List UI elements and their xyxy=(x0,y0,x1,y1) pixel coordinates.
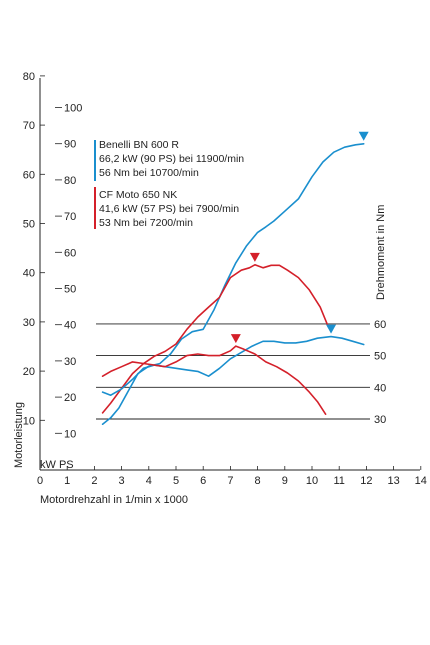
ps-tick-label-80: 80 xyxy=(64,175,76,187)
series-cfmoto-power_kw xyxy=(101,263,330,414)
kw-tick-label-40: 40 xyxy=(23,268,35,280)
peak-marker-cfmoto-torque_nm xyxy=(230,334,241,344)
x-tick-label-13: 13 xyxy=(387,475,399,487)
ps-tick-label-20: 20 xyxy=(64,392,76,404)
x-tick-label-11: 11 xyxy=(333,475,344,487)
x-tick-label-14: 14 xyxy=(415,475,427,487)
legend-text-benelli-2: 56 Nm bei 10700/min xyxy=(99,167,199,179)
ps-tick-label-30: 30 xyxy=(64,356,76,368)
ps-tick-label-90: 90 xyxy=(64,139,76,151)
kw-tick-label-10: 10 xyxy=(23,415,35,427)
torque-grid xyxy=(96,323,370,420)
legend-text-benelli-0: Benelli BN 600 R xyxy=(99,139,179,151)
kw-tick-label-80: 80 xyxy=(23,71,35,83)
series-cfmoto-torque_nm xyxy=(101,345,327,416)
ps-tick-label-70: 70 xyxy=(64,211,76,223)
y-axis-title-torque: Drehmoment in Nm xyxy=(375,205,387,300)
kw-tick-label-70: 70 xyxy=(23,120,35,132)
tick-labels: 0 1 2 3 4 5 6 7 8 9 10 11 12 13 1410203040506070801020… xyxy=(23,71,427,487)
x-tick-label-0: 0 xyxy=(37,475,43,487)
unit-label: kW PS xyxy=(40,459,74,471)
torque-tick-label-50: 50 xyxy=(374,351,386,363)
x-tick-label-9: 9 xyxy=(282,475,288,487)
x-tick-label-2: 2 xyxy=(91,475,97,487)
x-tick-label-4: 4 xyxy=(146,475,152,487)
ps-tick-label-10: 10 xyxy=(64,428,76,440)
torque-tick-label-30: 30 xyxy=(374,414,386,426)
x-tick-label-6: 6 xyxy=(200,475,206,487)
series-lines xyxy=(101,143,365,426)
x-tick-label-8: 8 xyxy=(255,475,261,487)
kw-tick-label-60: 60 xyxy=(23,169,35,181)
ps-tick-label-50: 50 xyxy=(64,284,76,296)
series-benelli-power_kw xyxy=(101,143,365,426)
legend-text-cfmoto-2: 53 Nm bei 7200/min xyxy=(99,217,193,229)
x-tick-label-1: 1 xyxy=(64,475,70,487)
legend: Benelli BN 600 R 66,2 kW (90 PS) bei 1190… xyxy=(94,139,244,229)
x-tick-label-7: 7 xyxy=(227,475,233,487)
x-axis-title: Motordrehzahl in 1/min x 1000 xyxy=(40,494,188,506)
peak-marker-benelli-torque_nm xyxy=(326,324,337,334)
ps-tick-label-100: 100 xyxy=(64,103,82,115)
x-tick-label-12: 12 xyxy=(360,475,372,487)
kw-tick-label-20: 20 xyxy=(23,366,35,378)
y-axis-title-power: Motorleistung xyxy=(13,402,25,468)
ps-tick-label-40: 40 xyxy=(64,320,76,332)
peak-marker-cfmoto-power_kw xyxy=(249,252,260,262)
kw-tick-label-50: 50 xyxy=(23,219,35,231)
axes xyxy=(39,75,422,471)
peak-markers xyxy=(230,131,369,344)
torque-tick-label-60: 60 xyxy=(374,319,386,331)
ps-tick-label-60: 60 xyxy=(64,247,76,259)
x-tick-label-3: 3 xyxy=(119,475,125,487)
x-tick-label-10: 10 xyxy=(306,475,318,487)
kw-tick-label-30: 30 xyxy=(23,317,35,329)
series-benelli-torque_nm xyxy=(101,335,365,397)
x-tick-label-5: 5 xyxy=(173,475,179,487)
peak-marker-benelli-power_kw xyxy=(358,131,369,141)
legend-text-cfmoto-0: CF Moto 650 NK xyxy=(99,189,177,201)
legend-text-benelli-1: 66,2 kW (90 PS) bei 11900/min xyxy=(99,153,244,165)
torque-tick-label-40: 40 xyxy=(374,382,386,394)
legend-text-cfmoto-1: 41,6 kW (57 PS) bei 7900/min xyxy=(99,203,239,215)
